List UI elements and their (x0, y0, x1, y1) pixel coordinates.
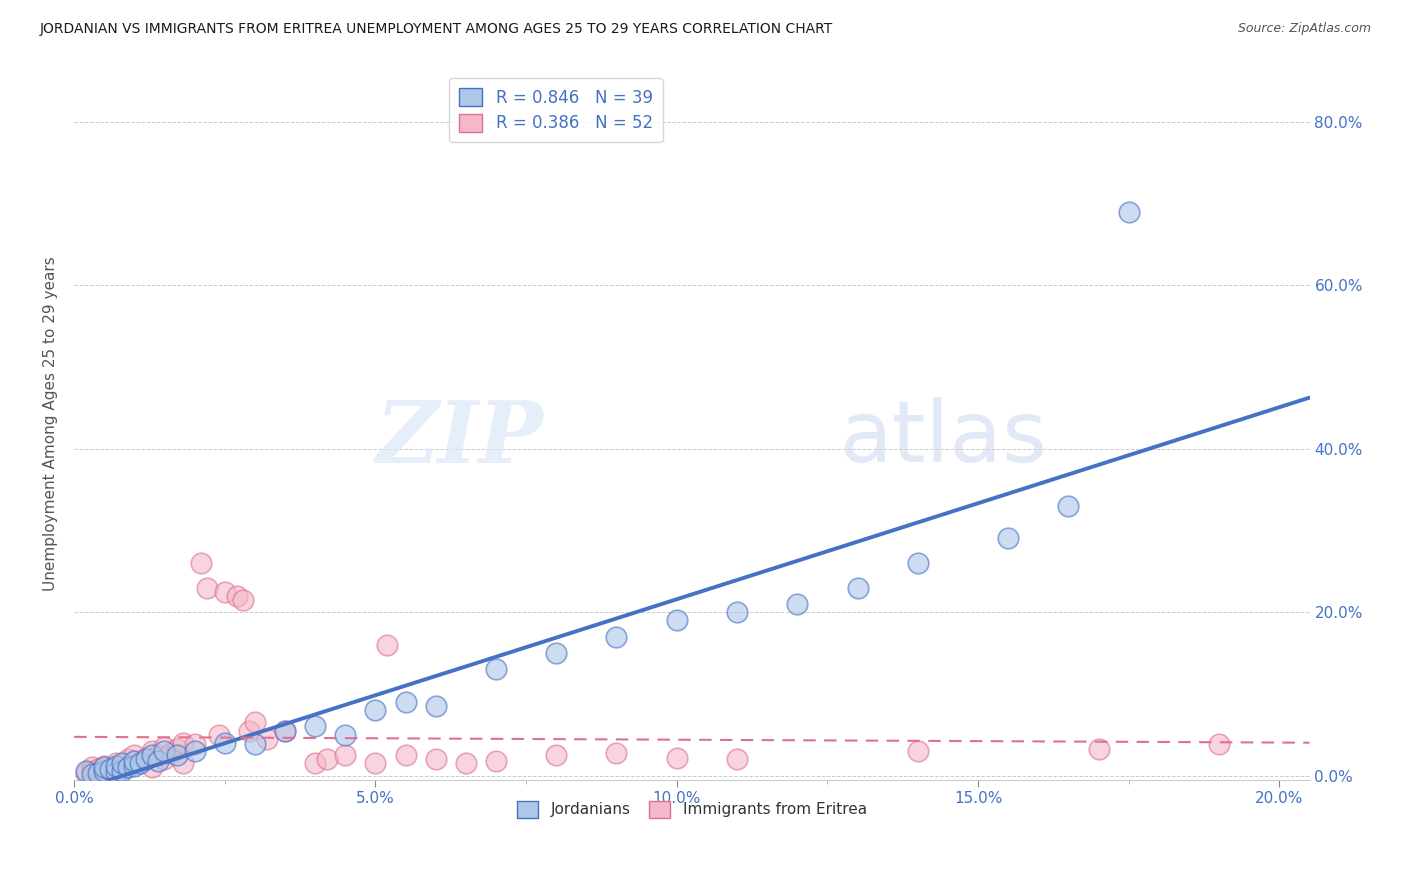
Point (153, 744, 176, 758)
Point (153, 752, 176, 766)
Y-axis label: Unemployment Among Ages 25 to 29 years: Unemployment Among Ages 25 to 29 years (44, 257, 58, 591)
Point (98, 764, 121, 778)
Point (846, 581, 869, 595)
Point (148, 748, 170, 763)
Point (274, 723, 297, 738)
Point (124, 754, 146, 768)
Point (238, 723, 260, 738)
Point (159, 746, 181, 760)
Point (117, 760, 139, 774)
Point (172, 756, 194, 771)
Point (141, 760, 163, 774)
Point (190, 556, 212, 570)
Point (172, 736, 194, 750)
Point (111, 764, 134, 779)
Point (105, 758, 128, 772)
Point (605, 746, 627, 760)
Point (82, 767, 104, 781)
Point (232, 592, 254, 607)
Point (274, 723, 297, 738)
Point (725, 752, 748, 766)
Point (166, 748, 188, 763)
Text: ZIP: ZIP (375, 397, 544, 480)
Point (1057, 499, 1080, 513)
Point (1208, 738, 1230, 752)
Point (335, 728, 357, 742)
Point (117, 752, 139, 766)
Point (93, 765, 115, 780)
Point (304, 756, 326, 771)
Point (87, 766, 110, 780)
Point (997, 532, 1019, 546)
Point (153, 739, 176, 754)
Point (316, 752, 339, 766)
Point (105, 760, 128, 774)
Point (117, 758, 139, 772)
Point (485, 754, 508, 768)
Point (124, 754, 146, 768)
Legend: Jordanians, Immigrants from Eritrea: Jordanians, Immigrants from Eritrea (509, 793, 875, 825)
Point (605, 630, 627, 644)
Point (135, 752, 157, 766)
Point (665, 613, 688, 627)
Point (166, 742, 188, 756)
Point (304, 719, 326, 733)
Point (907, 556, 929, 570)
Point (129, 756, 152, 771)
Point (425, 752, 447, 766)
Point (87, 762, 110, 776)
Point (93, 760, 115, 774)
Point (335, 748, 357, 763)
Point (725, 605, 748, 619)
Point (665, 750, 688, 764)
Point (82, 760, 104, 774)
Point (1087, 742, 1109, 756)
Point (195, 581, 218, 595)
Point (1118, 204, 1140, 219)
Point (129, 756, 152, 771)
Point (214, 736, 236, 750)
Point (75, 764, 97, 779)
Point (243, 715, 266, 730)
Point (214, 584, 236, 599)
Point (907, 744, 929, 758)
Point (93, 764, 115, 778)
Text: atlas: atlas (839, 397, 1047, 480)
Point (183, 738, 205, 752)
Point (225, 589, 247, 603)
Point (111, 756, 134, 771)
Point (105, 765, 128, 780)
Point (111, 762, 134, 776)
Point (425, 699, 447, 714)
Point (786, 597, 808, 611)
Point (135, 750, 157, 764)
Point (243, 738, 266, 752)
Point (256, 731, 278, 746)
Point (98, 762, 121, 776)
Point (546, 646, 568, 660)
Point (141, 748, 163, 763)
Point (454, 756, 477, 771)
Point (377, 638, 399, 652)
Point (394, 695, 416, 709)
Point (82, 764, 104, 779)
Point (208, 728, 231, 742)
Point (75, 766, 97, 780)
Point (546, 748, 568, 763)
Point (364, 703, 387, 717)
Text: JORDANIAN VS IMMIGRANTS FROM ERITREA UNEMPLOYMENT AMONG AGES 25 TO 29 YEARS CORR: JORDANIAN VS IMMIGRANTS FROM ERITREA UNE… (39, 22, 832, 37)
Point (183, 744, 205, 758)
Point (124, 748, 146, 763)
Point (148, 754, 170, 768)
Text: Source: ZipAtlas.com: Source: ZipAtlas.com (1237, 22, 1371, 36)
Point (105, 756, 128, 771)
Point (364, 756, 387, 771)
Point (93, 758, 115, 772)
Point (124, 758, 146, 772)
Point (394, 748, 416, 763)
Point (141, 744, 163, 758)
Point (485, 662, 508, 676)
